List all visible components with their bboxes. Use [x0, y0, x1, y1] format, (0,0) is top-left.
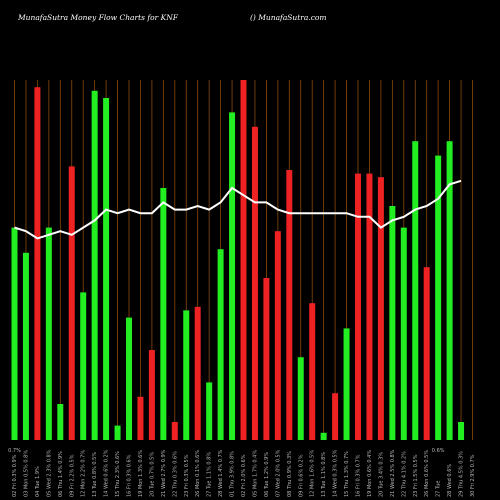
money-flow-bar	[57, 404, 64, 440]
money-flow-bar	[80, 292, 87, 440]
date-label: 12 Mon 2.2% 0.7%	[81, 450, 87, 497]
money-flow-bar	[251, 126, 258, 441]
date-label: 09 Fri 0.6% 0.2%	[298, 454, 304, 497]
money-flow-bar	[160, 188, 167, 440]
date-label: 02 Fri 2.0% 0.6%	[241, 454, 247, 497]
money-flow-bar	[229, 112, 236, 441]
money-flow-bar	[263, 278, 270, 440]
date-label: 13 Tue 1.1% 0.8%	[321, 452, 327, 497]
money-flow-bar	[114, 425, 121, 440]
money-flow-bar	[446, 141, 453, 440]
money-flow-bar	[217, 249, 224, 440]
date-label: 27 Tue	[436, 481, 442, 498]
date-label: 14 Wed 0.3% 0.5%	[333, 449, 339, 497]
top-mark-label: 0.6%	[432, 448, 445, 454]
site-credit: () MunafaSutra.com	[250, 13, 327, 22]
date-label: 20 Tue 3.4% 0.3%	[378, 452, 384, 497]
date-label: 23 Fri 1.5% 0.5%	[413, 454, 419, 497]
date-label: 28 Wed 1.4% 0.7%	[218, 449, 224, 497]
money-flow-bar	[286, 170, 293, 440]
date-label: 15 Thu 1.3% 0.7%	[344, 451, 350, 497]
date-label: 16 Fri 0.3% 0.7%	[356, 454, 362, 497]
money-flow-bar	[34, 87, 41, 440]
money-flow-bar	[103, 98, 110, 440]
money-flow-bar	[400, 227, 407, 440]
date-label: 19 Mon 0.6% 0.4%	[367, 450, 373, 497]
money-flow-bar	[343, 328, 350, 440]
date-label: 29 Thu 4.5% 0.3%	[459, 451, 465, 497]
money-flow-bar	[91, 90, 98, 441]
date-label: 08 Thu 0.9% 0.3%	[287, 451, 293, 497]
date-label: 09 Fri 2.2% 0.5%	[69, 454, 75, 497]
money-flow-bar	[377, 177, 384, 440]
date-label: 26 Mon 0.1% 0.6%	[195, 450, 201, 497]
date-label: 02 Fri 0.3% 0.9%	[12, 454, 18, 497]
money-flow-bar	[309, 303, 316, 440]
date-label: 05 Mon 1.7% 0.4%	[252, 450, 258, 497]
money-flow-bar	[11, 227, 18, 440]
date-label: 22 Thu 4.1% 0.2%	[401, 451, 407, 497]
money-flow-bar	[68, 166, 75, 440]
money-flow-bar	[240, 80, 247, 440]
money-flow-bar	[206, 382, 213, 440]
date-label: 26 Mon 0.6% 0.5%	[424, 450, 430, 497]
top-mark-label: 0.7%	[8, 448, 21, 454]
money-flow-bar	[458, 422, 465, 440]
money-flow-bar	[126, 317, 132, 440]
money-flow-bar	[148, 350, 155, 440]
date-label: 15 Thu 2.3% 0.6%	[115, 451, 121, 497]
money-flow-bar	[137, 396, 144, 440]
date-label: 28 Wed 0.6%	[447, 464, 453, 497]
trend-line	[14, 179, 462, 240]
money-flow-bar	[320, 432, 327, 440]
date-label: 21 Wed 2.7% 0.9%	[161, 449, 167, 497]
date-label: 07 Wed 2.0% 0.5%	[275, 449, 281, 497]
money-flow-bar	[297, 357, 304, 440]
money-flow-bar	[412, 141, 419, 440]
money-flow-bar	[389, 206, 396, 440]
date-label: 20 Tue 0.7% 0.5%	[149, 452, 155, 497]
money-flow-bar	[45, 227, 52, 440]
date-label: 13 Tue 0.8% 0.5%	[92, 452, 98, 497]
date-label: 04 Tue 1.9%	[35, 466, 41, 497]
money-flow-bar	[274, 231, 281, 440]
date-label: 06 Thu 1.4% 0.9%	[58, 451, 64, 497]
date-label: 12 Mon 1.6% 0.5%	[310, 450, 316, 497]
date-label: 23 Fri 0.3% 0.5%	[184, 454, 190, 497]
date-label: 21 Wed 2.5% 0.8%	[390, 449, 396, 497]
date-label: 16 Fri 0.3% 0.6%	[127, 454, 133, 497]
date-label: 03 Mon 0.5% 0.8%	[23, 450, 29, 497]
money-flow-bar	[194, 306, 201, 440]
date-label: 19 Mon 1.3% 0.6%	[138, 450, 144, 497]
date-label: 01 Thu 3.9% 0.8%	[230, 451, 236, 497]
money-flow-bar	[435, 155, 442, 440]
chart-title: MunafaSutra Money Flow Charts for KNF	[18, 13, 178, 22]
date-label: 05 Wed 2.3% 0.8%	[46, 449, 52, 497]
money-flow-bar	[355, 173, 361, 440]
date-label: 06 Tue 1.2% 0.9%	[264, 452, 270, 497]
money-flow-bar	[332, 393, 339, 440]
date-label: 30 Fri 2.9% 0.7%	[470, 454, 476, 497]
money-flow-bar	[366, 173, 373, 440]
money-flow-bar	[423, 267, 430, 440]
date-label: 27 Tue 1.1% 0.8%	[207, 452, 213, 497]
date-label: 14 Wed 0.6% 0.2%	[104, 449, 110, 497]
money-flow-bar	[22, 252, 29, 440]
money-flow-bar	[183, 310, 190, 440]
date-label: 22 Thu 0.3% 0.6%	[172, 451, 178, 497]
money-flow-bar	[171, 422, 178, 440]
